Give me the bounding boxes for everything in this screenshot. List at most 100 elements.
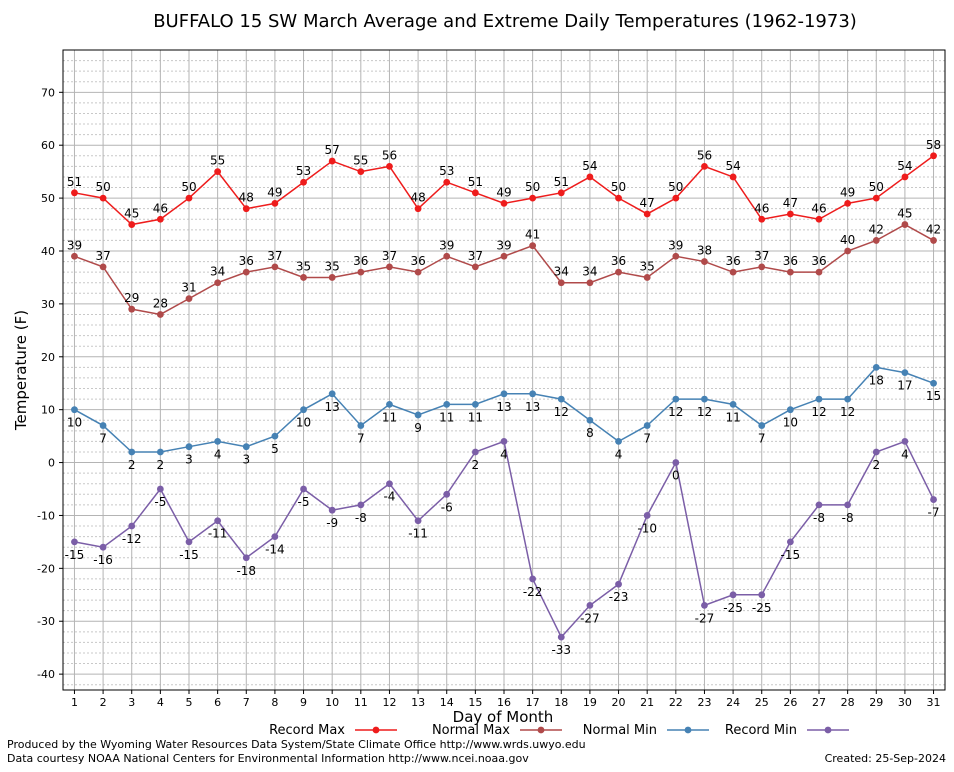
record-max-data-label: 50	[181, 180, 196, 194]
record-min-data-label: 4	[500, 447, 508, 461]
normal-min-data-label: 11	[725, 410, 740, 424]
normal-max-data-label: 42	[926, 222, 941, 236]
record-max-point	[214, 168, 222, 176]
x-tick-label: 2	[100, 696, 107, 709]
x-tick-label: 5	[186, 696, 193, 709]
record-max-point	[386, 162, 393, 170]
normal-min-data-label: 15	[926, 389, 941, 403]
y-tick-label: 70	[41, 86, 55, 99]
normal-max-point	[443, 252, 451, 260]
record-min-point	[386, 480, 393, 488]
record-max-data-label: 50	[869, 180, 884, 194]
record-min-point	[872, 448, 880, 456]
normal-max-data-label: 36	[611, 254, 626, 268]
record-max-data-label: 48	[239, 191, 254, 205]
x-tick-label: 26	[783, 696, 797, 709]
normal-min-data-label: 17	[897, 379, 912, 393]
y-tick-label: 20	[41, 351, 55, 364]
record-min-data-label: -15	[179, 548, 199, 562]
record-max-point	[758, 215, 766, 223]
x-tick-label: 15	[468, 696, 482, 709]
x-tick-label: 10	[325, 696, 339, 709]
normal-min-data-label: 12	[811, 405, 826, 419]
normal-min-data-label: 4	[615, 447, 623, 461]
chart-title: BUFFALO 15 SW March Average and Extreme …	[153, 11, 857, 32]
normal-max-point	[99, 263, 107, 271]
record-max-data-label: 55	[353, 154, 368, 168]
normal-min-point	[758, 422, 766, 429]
x-tick-label: 24	[726, 696, 740, 709]
legend-label-normal-min: Normal Min	[583, 723, 657, 738]
normal-min-data-label: 11	[382, 410, 397, 424]
normal-min-data-label: 12	[697, 405, 712, 419]
normal-max-point	[901, 221, 909, 228]
x-tick-label: 18	[554, 696, 568, 709]
record-max-data-label: 56	[697, 148, 712, 162]
normal-min-point	[729, 400, 737, 408]
normal-max-point	[300, 274, 307, 281]
record-min-data-label: -15	[781, 548, 801, 562]
y-tick-label: -20	[37, 562, 55, 575]
normal-min-point	[71, 406, 78, 414]
normal-max-data-label: 39	[496, 238, 511, 252]
normal-min-data-label: 2	[157, 458, 165, 472]
normal-max-point	[156, 311, 164, 318]
record-min-data-label: -16	[93, 553, 113, 567]
y-tick-label: 10	[41, 404, 55, 417]
record-max-data-label: 51	[554, 175, 569, 189]
normal-max-data-label: 39	[67, 238, 82, 252]
normal-min-point	[872, 363, 880, 371]
normal-max-point	[615, 268, 622, 276]
record-min-point	[242, 554, 250, 562]
normal-max-point	[529, 242, 537, 250]
record-min-data-label: -18	[236, 564, 256, 578]
normal-max-point	[214, 279, 222, 287]
record-min-point	[271, 533, 279, 541]
record-max-point	[500, 199, 508, 207]
normal-min-point	[672, 395, 680, 403]
normal-max-point	[71, 252, 78, 260]
record-max-point	[414, 205, 422, 213]
normal-max-point	[729, 268, 737, 276]
x-tick-label: 16	[497, 696, 511, 709]
normal-min-point	[529, 390, 537, 398]
normal-max-point	[414, 268, 422, 276]
legend-marker-record-max	[372, 726, 380, 734]
x-tick-label: 4	[157, 696, 164, 709]
x-tick-label: 30	[898, 696, 912, 709]
x-tick-label: 27	[812, 696, 826, 709]
record-max-point	[729, 173, 737, 181]
record-min-data-label: -25	[723, 601, 743, 615]
record-max-point	[844, 199, 852, 207]
record-min-data-label: -8	[355, 511, 367, 525]
normal-min-point	[99, 422, 107, 429]
record-min-data-label: -27	[695, 611, 715, 625]
record-min-point	[586, 601, 594, 609]
normal-min-data-label: 5	[271, 442, 279, 456]
record-max-point	[185, 194, 193, 202]
normal-max-data-label: 40	[840, 233, 855, 247]
record-min-point	[71, 538, 78, 546]
normal-min-point	[844, 395, 852, 403]
x-tick-label: 31	[927, 696, 941, 709]
legend-label-record-max: Record Max	[269, 723, 345, 738]
record-min-data-label: 2	[872, 458, 880, 472]
normal-min-point	[414, 411, 422, 419]
normal-min-data-label: 12	[554, 405, 569, 419]
normal-min-point	[242, 443, 250, 451]
record-max-point	[128, 221, 136, 228]
normal-min-point	[357, 422, 365, 429]
y-tick-label: 50	[41, 192, 55, 205]
record-min-data-label: -12	[122, 532, 142, 546]
record-min-point	[557, 633, 565, 641]
record-min-point	[328, 506, 336, 514]
record-min-point	[643, 512, 651, 519]
normal-min-point	[930, 379, 937, 387]
normal-max-point	[557, 279, 565, 287]
normal-max-point	[386, 263, 393, 271]
record-min-point	[729, 591, 737, 599]
record-max-point	[872, 194, 880, 202]
